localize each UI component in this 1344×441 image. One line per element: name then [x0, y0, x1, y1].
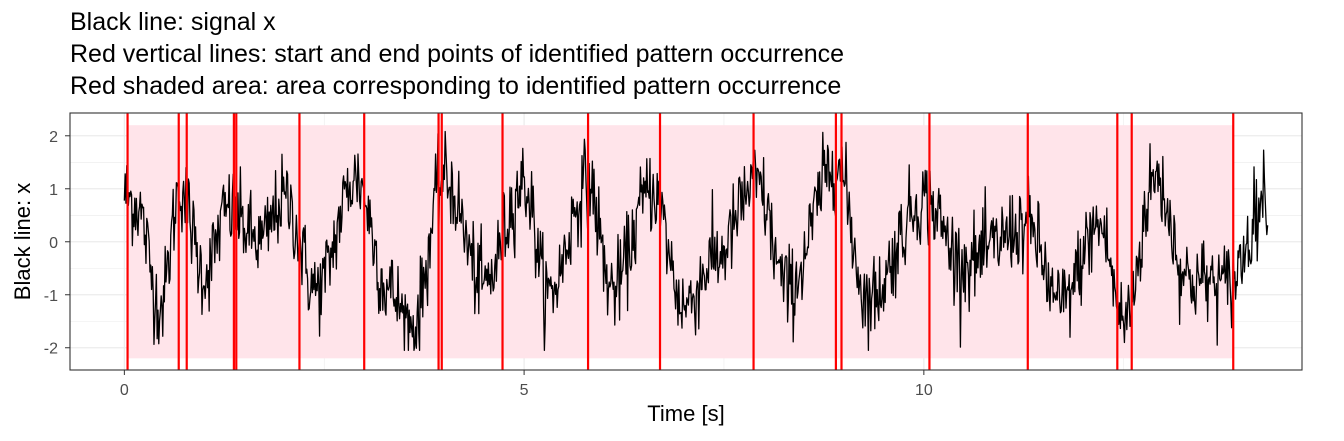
- y-tick-label: -1: [44, 288, 58, 305]
- axis-ticks: 0 5 10 -2 -1 0 1 2: [44, 129, 933, 399]
- x-tick-label: 10: [915, 382, 933, 399]
- signal-line: [123, 130, 1269, 352]
- signal-layer: [123, 130, 1269, 352]
- y-tick-label: 0: [49, 235, 58, 252]
- y-tick-label: 2: [49, 129, 58, 146]
- chart-title-line-1: Black line: signal x: [70, 8, 276, 36]
- x-axis-title: Time [s]: [647, 401, 724, 426]
- x-tick-label: 0: [120, 382, 129, 399]
- x-tick-label: 5: [520, 382, 529, 399]
- pattern-boundary-lines: [126, 113, 1235, 370]
- y-tick-label: -2: [44, 341, 58, 358]
- pattern-shaded-areas: [127, 125, 1234, 359]
- pattern-shaded-area: [127, 125, 1234, 359]
- y-tick-label: 1: [49, 182, 58, 199]
- chart-title-line-3: Red shaded area: area corresponding to i…: [70, 72, 841, 100]
- y-axis-title: Black line: x: [10, 183, 35, 300]
- chart-title-line-2: Red vertical lines: start and end points…: [70, 40, 844, 68]
